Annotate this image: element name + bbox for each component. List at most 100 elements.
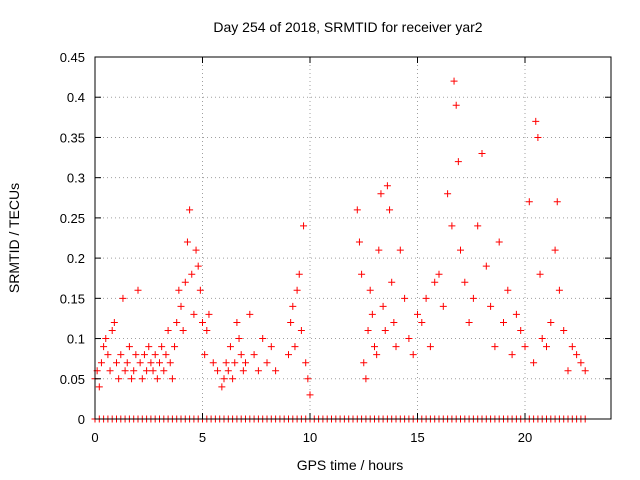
- data-point: [457, 246, 464, 254]
- data-point: [119, 294, 127, 302]
- data-point: [196, 286, 204, 294]
- data-point: [390, 318, 398, 326]
- data-point: [435, 270, 443, 278]
- data-point: [192, 246, 200, 254]
- data-point: [465, 318, 473, 326]
- data-point: [300, 222, 308, 230]
- data-point: [235, 335, 243, 343]
- data-point: [160, 367, 168, 375]
- data-point: [478, 150, 486, 158]
- data-point: [547, 318, 555, 326]
- data-point: [383, 182, 391, 190]
- data-point: [136, 359, 144, 367]
- data-point: [158, 343, 166, 351]
- data-point: [452, 101, 460, 109]
- data-point: [504, 286, 512, 294]
- data-point: [358, 270, 366, 278]
- data-point: [162, 351, 170, 359]
- data-point: [487, 302, 495, 310]
- data-point: [156, 359, 163, 367]
- data-point: [173, 318, 181, 326]
- data-point: [171, 343, 179, 351]
- data-point: [181, 278, 189, 286]
- data-point: [373, 351, 381, 359]
- data-point: [409, 351, 417, 359]
- data-point: [422, 294, 430, 302]
- data-point: [517, 327, 525, 335]
- data-point: [306, 391, 314, 399]
- y-tick-label: 0.1: [67, 332, 85, 347]
- data-point: [450, 77, 458, 85]
- y-tick-label: 0.45: [60, 50, 85, 65]
- data-point: [259, 335, 267, 343]
- data-point: [439, 302, 447, 310]
- data-point: [454, 158, 462, 166]
- data-point: [525, 198, 533, 206]
- data-point: [360, 359, 368, 367]
- data-point: [368, 310, 376, 318]
- data-point: [168, 375, 176, 383]
- data-point: [297, 327, 305, 335]
- data-point: [108, 327, 116, 335]
- data-point: [500, 318, 507, 326]
- data-point: [568, 343, 576, 351]
- y-tick-label: 0.3: [67, 171, 85, 186]
- data-point: [201, 351, 209, 359]
- x-axis-label: GPS time / hours: [297, 457, 404, 473]
- chart-title: Day 254 of 2018, SRMTID for receiver yar…: [213, 19, 482, 35]
- data-point: [287, 318, 295, 326]
- data-point: [145, 343, 153, 351]
- data-point: [143, 367, 151, 375]
- data-point: [448, 222, 456, 230]
- data-point: [388, 278, 396, 286]
- y-tick-label: 0: [78, 412, 85, 427]
- data-point: [521, 343, 529, 351]
- data-point: [226, 343, 234, 351]
- data-point: [104, 351, 112, 359]
- data-point: [123, 359, 131, 367]
- data-point: [401, 294, 409, 302]
- series-yar2: [91, 77, 589, 399]
- data-point: [444, 190, 452, 198]
- data-point: [291, 343, 299, 351]
- data-point: [254, 367, 262, 375]
- data-point: [138, 375, 146, 383]
- data-point: [293, 286, 301, 294]
- data-point: [353, 206, 361, 214]
- data-point: [97, 359, 105, 367]
- data-point: [530, 359, 538, 367]
- data-point: [272, 367, 280, 375]
- data-point: [461, 278, 469, 286]
- data-point: [377, 190, 385, 198]
- x-tick-label: 5: [199, 430, 206, 445]
- data-point: [102, 335, 110, 343]
- data-point: [134, 286, 142, 294]
- data-point: [302, 359, 310, 367]
- data-point: [431, 278, 439, 286]
- data-point: [532, 117, 540, 125]
- data-point: [106, 367, 114, 375]
- data-point: [553, 198, 561, 206]
- data-point: [577, 359, 585, 367]
- y-axis-label: SRMTID / TECUs: [6, 183, 22, 293]
- data-point: [224, 367, 232, 375]
- data-point: [209, 359, 217, 367]
- data-point: [426, 343, 434, 351]
- data-point: [153, 375, 161, 383]
- data-point: [371, 343, 378, 351]
- data-point: [405, 335, 413, 343]
- data-point: [573, 351, 581, 359]
- data-point: [194, 262, 202, 270]
- data-point: [220, 375, 228, 383]
- data-point: [267, 343, 275, 351]
- data-point: [183, 238, 191, 246]
- data-point: [263, 359, 271, 367]
- data-point: [474, 222, 482, 230]
- data-point: [140, 351, 148, 359]
- grid-lines: [95, 57, 611, 419]
- data-point: [186, 206, 194, 214]
- data-point: [149, 367, 157, 375]
- data-point: [289, 302, 297, 310]
- data-point: [246, 310, 254, 318]
- data-point: [482, 262, 490, 270]
